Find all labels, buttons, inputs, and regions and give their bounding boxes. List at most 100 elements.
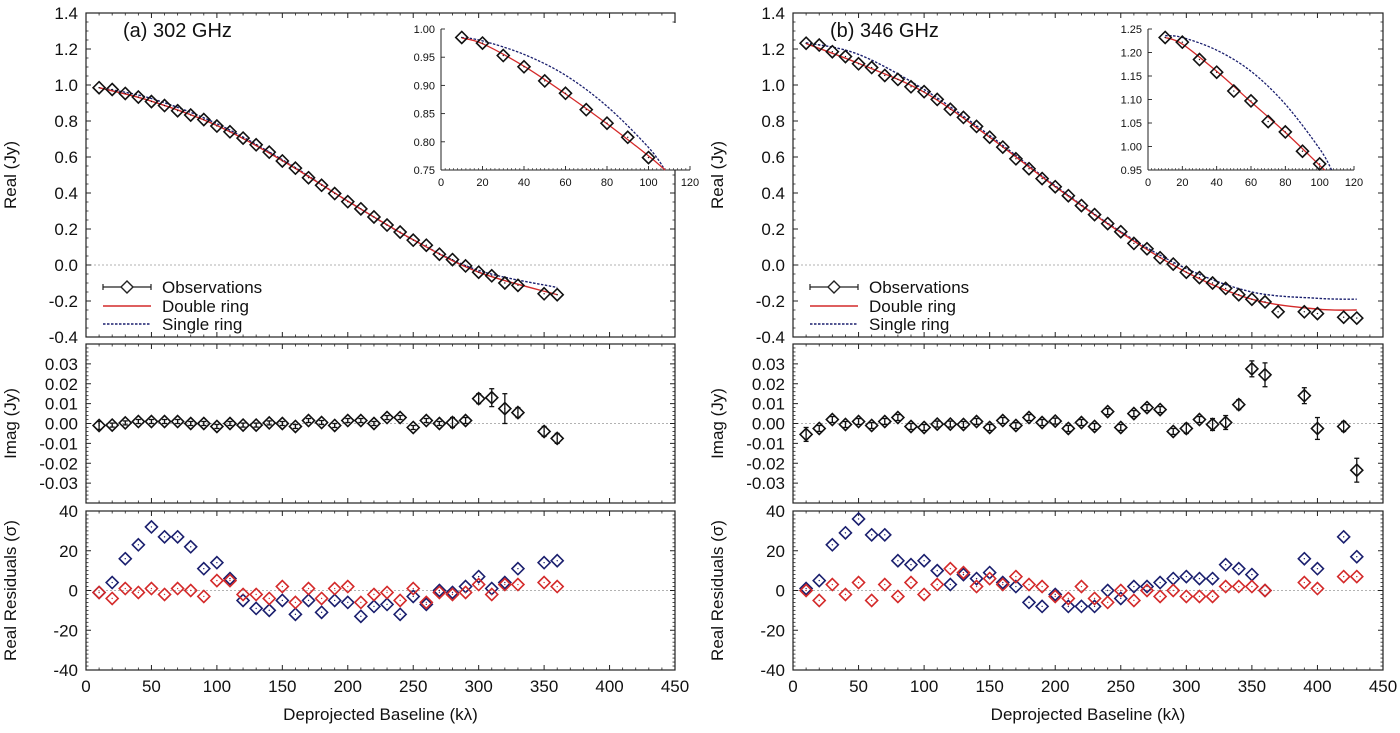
imag-point — [1166, 424, 1181, 439]
observation-point — [1087, 207, 1102, 222]
residual-double-ring-point — [1349, 569, 1364, 584]
observation-point — [995, 139, 1010, 155]
residual-double-ring-point-center — [1198, 595, 1201, 598]
y-tick-label: 0.00 — [752, 415, 785, 434]
x-axis-label: Deprojected Baseline (kλ) — [991, 705, 1186, 724]
x-tick-label: 350 — [530, 677, 558, 696]
residual-double-ring-point-center — [216, 579, 218, 582]
residual-double-ring-point — [851, 575, 866, 590]
observation-point-center — [333, 192, 336, 195]
observation-point-center — [1015, 158, 1017, 160]
residual-single-ring-point — [419, 597, 434, 612]
y-tick-label: 0.01 — [45, 395, 78, 414]
residual-double-ring-point-center — [347, 585, 349, 588]
observation-point-center — [1093, 213, 1096, 216]
observation-point-center — [137, 96, 140, 98]
imag-point — [262, 415, 277, 431]
y-tick-label: 1.0 — [54, 76, 78, 95]
residual-double-ring-point-center — [1251, 585, 1253, 588]
residual-single-ring-point — [1297, 551, 1312, 566]
inset-observation-point-center — [606, 122, 608, 124]
residual-single-ring-point-center — [975, 577, 978, 580]
inset-y-tick-label: 1.05 — [1121, 118, 1142, 130]
residual-single-ring-point — [1231, 561, 1246, 576]
imag-point-center — [386, 416, 388, 419]
inset-y-tick-label: 0.95 — [414, 52, 435, 64]
observation-point-center — [229, 131, 231, 133]
inset-observation-point-center — [461, 36, 463, 39]
imag-point-center — [1120, 426, 1122, 429]
imag-point-center — [1080, 421, 1083, 424]
imag-point-center — [451, 421, 454, 424]
imag-point-center — [1106, 410, 1109, 413]
x-tick-label: 150 — [975, 677, 1003, 696]
residual-double-ring-point-center — [962, 571, 965, 574]
imag-point-center — [1041, 421, 1043, 424]
residual-single-ring-point — [1310, 561, 1325, 576]
observation-point-center — [1303, 311, 1306, 313]
residual-double-ring-point-center — [1028, 583, 1030, 586]
residual-double-ring-point — [1087, 591, 1102, 606]
inset-observation-point-center — [1250, 100, 1252, 102]
observation-point-center — [1264, 301, 1266, 303]
residual-double-ring-point — [235, 587, 251, 602]
residual-single-ring-point-center — [1093, 605, 1096, 608]
observation-point — [445, 252, 460, 267]
observation-point — [131, 89, 146, 105]
imag-point — [1205, 417, 1220, 432]
residual-double-ring-point — [379, 585, 395, 600]
observation-point — [91, 80, 107, 95]
residual-double-ring-point-center — [1015, 575, 1017, 578]
residual-double-ring-point-center — [307, 587, 310, 590]
observation-point — [982, 130, 997, 145]
imag-point-center — [1251, 368, 1253, 370]
y-tick-label: -40 — [760, 661, 785, 680]
inset-observation-point — [1312, 156, 1327, 172]
observation-point — [838, 49, 853, 64]
observation-point-center — [517, 284, 519, 287]
imag-point-center — [464, 419, 467, 422]
residual-double-ring-point-center — [438, 591, 441, 594]
residual-single-ring-point-center — [373, 605, 375, 608]
inset-panel: 0 20 40 60 80 100 120 1.25 1.20 1.15 1.10 1.05 1.00 0… — [1121, 23, 1363, 189]
inset-observation-point-center — [1267, 120, 1269, 123]
observation-point-center — [491, 275, 493, 277]
y-tick-label: 0.4 — [54, 184, 78, 203]
observation-point-center — [176, 110, 179, 112]
residual-double-ring-point-center — [1106, 601, 1109, 604]
inset-observation-point-center — [585, 108, 587, 111]
residual-single-ring-point-center — [1028, 601, 1030, 604]
imag-panel: 0.030.020.010.00-0.01-0.02-0.03 Imag (Jy) — [708, 343, 1384, 504]
imag-point — [91, 418, 107, 433]
inset-y-tick-label: 1.00 — [414, 24, 435, 36]
residual-double-ring-point — [1297, 575, 1312, 590]
imag-point-center — [111, 424, 113, 426]
residual-single-ring-point — [943, 577, 958, 592]
imag-point — [1152, 402, 1168, 417]
observation-point — [1179, 265, 1194, 280]
y-tick-label: 0.8 — [54, 112, 78, 131]
x-tick-label: 400 — [595, 677, 623, 696]
x-tick-label: 0 — [788, 677, 797, 696]
y-tick-label: 40 — [766, 502, 785, 521]
imag-point-center — [1159, 408, 1161, 411]
residual-double-ring-point-center — [543, 581, 545, 584]
imag-point-center — [910, 425, 912, 428]
observation-point — [1126, 236, 1142, 251]
single-ring-line — [805, 42, 1357, 300]
residual-single-ring-point-center — [150, 526, 153, 528]
residual-double-ring-point-center — [477, 583, 480, 586]
residual-single-ring-point-center — [399, 613, 401, 616]
observation-point-center — [1356, 317, 1358, 319]
imag-point — [249, 417, 264, 433]
residual-single-ring-point — [366, 599, 382, 614]
panel-a: 1.4 1.2 1.0 0.8 0.6 0.4 0.2 0.0 -0.2 -0.4 Real (Jy… — [1, 4, 699, 724]
imag-point-center — [831, 418, 834, 421]
residual-double-ring-point — [864, 593, 879, 608]
observation-point — [170, 103, 185, 118]
x-tick-label: 250 — [399, 677, 427, 696]
observation-point-center — [1106, 222, 1109, 225]
residual-double-ring-point — [890, 589, 906, 604]
residual-double-ring-point — [1048, 589, 1063, 604]
inset-y-tick-label: 1.20 — [1121, 48, 1142, 60]
